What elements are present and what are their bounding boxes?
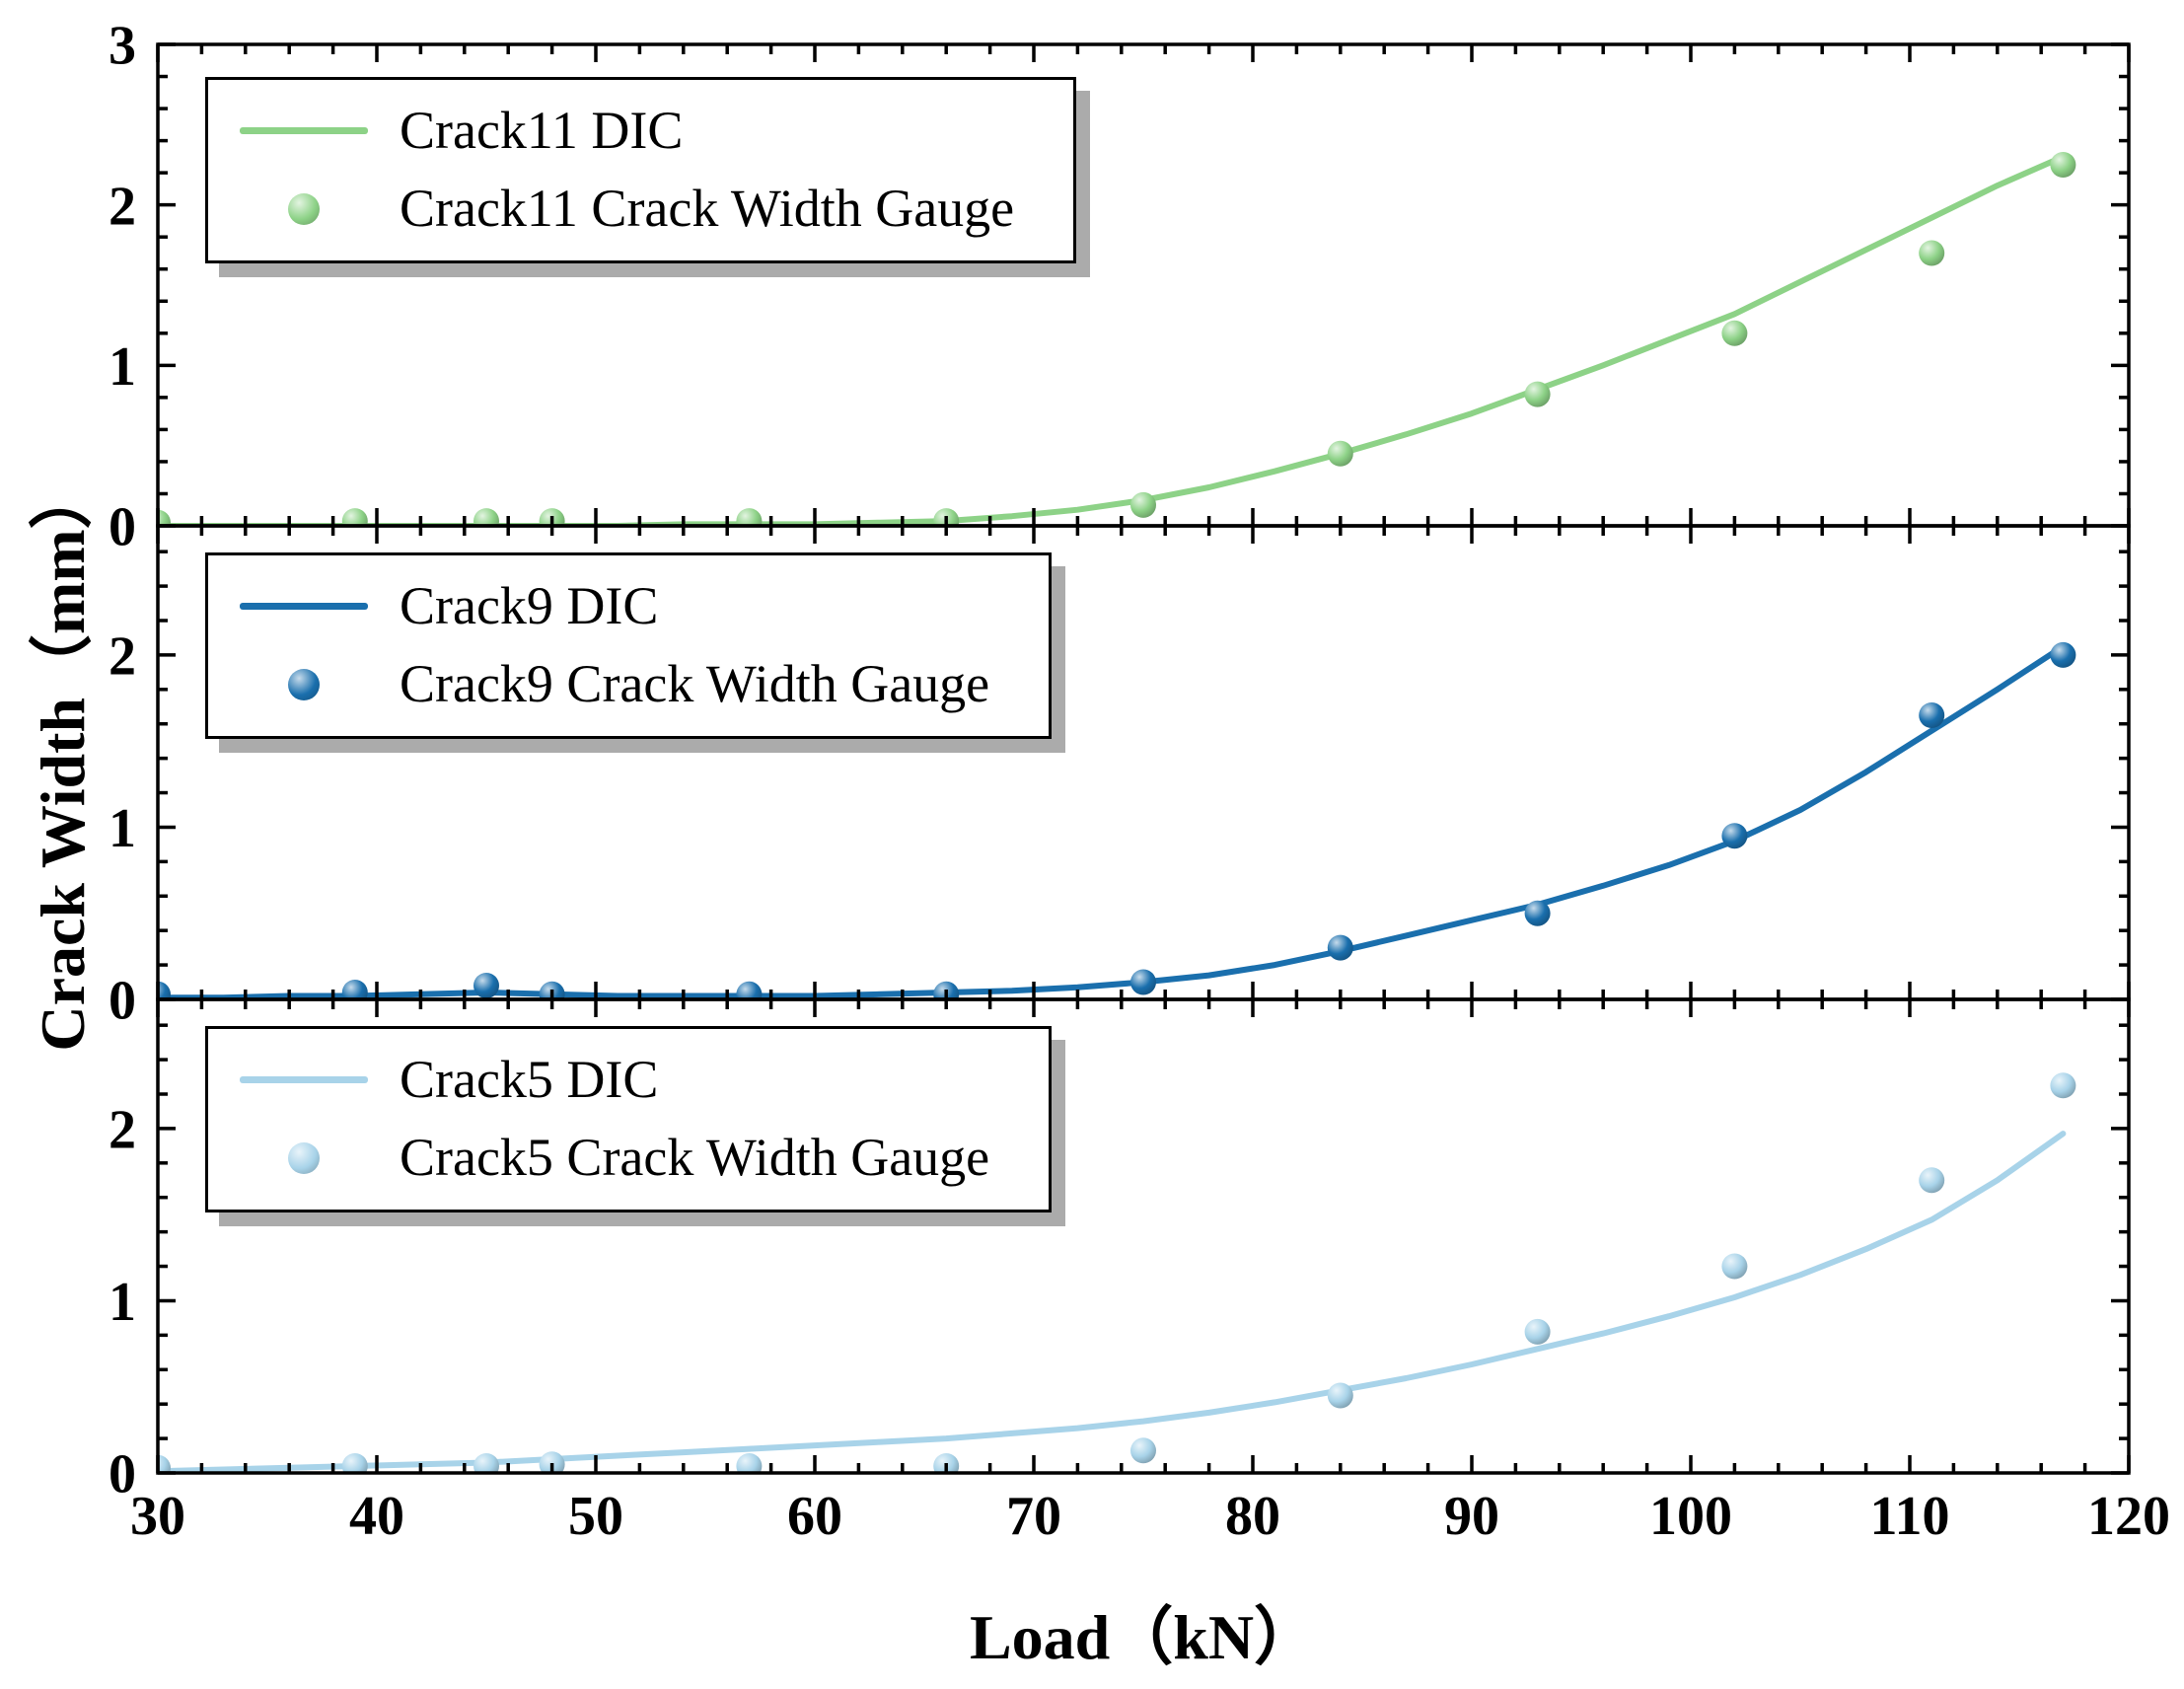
crack11-gauge-point bbox=[1524, 381, 1551, 407]
legend-label-crack11-gauge: Crack11 Crack Width Gauge bbox=[400, 179, 1015, 239]
svg-text:0: 0 bbox=[109, 1444, 136, 1505]
crack11-gauge-point bbox=[1327, 440, 1353, 467]
svg-text:70: 70 bbox=[1006, 1486, 1061, 1547]
crack9-gauge-point bbox=[1919, 702, 1945, 728]
y-axis-title: Crack Width（mm） bbox=[28, 466, 98, 1052]
legend-swatch-area bbox=[230, 127, 378, 135]
legend-item-crack11-gauge: Crack11 Crack Width Gauge bbox=[230, 179, 1015, 239]
crack11-gauge-point bbox=[341, 508, 368, 526]
crack9-gauge-point bbox=[473, 973, 499, 998]
crack5-gauge-point bbox=[341, 1453, 368, 1473]
crack11-gauge-point bbox=[1130, 491, 1156, 518]
crack5-gauge-point bbox=[1721, 1253, 1748, 1280]
crack5-gauge-point bbox=[2050, 1072, 2076, 1099]
svg-text:2: 2 bbox=[109, 1100, 136, 1161]
svg-text:1: 1 bbox=[109, 1272, 136, 1333]
crack11-gauge-point bbox=[1919, 240, 1945, 266]
legend-crack9: Crack9 DIC Crack9 Crack Width Gauge bbox=[205, 552, 1053, 739]
legend-item-crack5-gauge: Crack5 Crack Width Gauge bbox=[230, 1128, 990, 1188]
crack5-gauge-point bbox=[1919, 1167, 1945, 1194]
legend-line-swatch bbox=[240, 603, 368, 611]
crack5-gauge-point bbox=[158, 1454, 171, 1473]
legend-label-crack5-gauge: Crack5 Crack Width Gauge bbox=[400, 1128, 990, 1188]
crack5-gauge-point bbox=[1130, 1437, 1156, 1464]
legend-swatch-area bbox=[230, 1076, 378, 1084]
crack9-gauge-point bbox=[341, 980, 368, 999]
crack11-gauge-point bbox=[736, 508, 763, 526]
crack11-gauge-point bbox=[473, 508, 499, 526]
svg-text:60: 60 bbox=[787, 1486, 842, 1547]
subplot-crack5-data bbox=[158, 1072, 2076, 1473]
svg-text:0: 0 bbox=[109, 971, 136, 1032]
subplot-crack9-data bbox=[158, 641, 2076, 999]
legend-label-crack9-dic: Crack9 DIC bbox=[400, 576, 659, 635]
legend-marker-swatch bbox=[288, 1142, 320, 1175]
crack9-gauge-point bbox=[1327, 934, 1353, 961]
legend-label-crack5-dic: Crack5 DIC bbox=[400, 1050, 659, 1109]
legend-swatch-area bbox=[230, 603, 378, 611]
legend-marker-swatch bbox=[288, 669, 320, 701]
crack9-gauge-point bbox=[1524, 900, 1551, 926]
legend-item-crack11-dic: Crack11 DIC bbox=[230, 101, 1014, 160]
subplot-crack5-axes: 0 1 2 bbox=[109, 997, 2131, 1505]
svg-text:100: 100 bbox=[1649, 1486, 1732, 1547]
x-tick-labels: 30 40 50 60 70 80 90 100 110 120 bbox=[130, 1486, 2170, 1547]
crack11-gauge-point bbox=[1721, 320, 1748, 346]
crack5-gauge-point bbox=[736, 1453, 763, 1473]
crack9-gauge-point bbox=[158, 981, 171, 999]
svg-text:1: 1 bbox=[109, 798, 136, 859]
x-axis-title: Load（kN） bbox=[969, 1602, 1318, 1672]
crack9-gauge-point bbox=[2050, 641, 2076, 668]
legend-swatch-area bbox=[230, 193, 378, 226]
crack9-gauge-point bbox=[1721, 823, 1748, 849]
svg-text:0: 0 bbox=[109, 497, 136, 558]
legend-item-crack9-gauge: Crack9 Crack Width Gauge bbox=[230, 654, 990, 714]
subplot-crack11-data bbox=[158, 152, 2076, 526]
svg-text:80: 80 bbox=[1225, 1486, 1280, 1547]
crack9-gauge-point bbox=[736, 981, 763, 999]
legend-label-crack9-gauge: Crack9 Crack Width Gauge bbox=[400, 654, 990, 714]
svg-text:2: 2 bbox=[109, 626, 136, 688]
svg-text:110: 110 bbox=[1870, 1486, 1950, 1547]
crack5-gauge-point bbox=[1524, 1318, 1551, 1345]
svg-text:120: 120 bbox=[2087, 1486, 2170, 1547]
legend-swatch-area bbox=[230, 1142, 378, 1175]
svg-text:90: 90 bbox=[1444, 1486, 1499, 1547]
crack11-gauge-point bbox=[2050, 152, 2076, 178]
legend-item-crack9-dic: Crack9 DIC bbox=[230, 576, 989, 635]
svg-text:30: 30 bbox=[130, 1486, 185, 1547]
crack11-gauge-point bbox=[158, 509, 171, 526]
svg-text:2: 2 bbox=[109, 176, 136, 237]
crack9-gauge-point bbox=[1130, 969, 1156, 995]
legend-line-swatch bbox=[240, 127, 368, 135]
svg-text:3: 3 bbox=[109, 16, 136, 77]
crack11-dic-line bbox=[158, 153, 2067, 526]
legend-crack5: Crack5 DIC Crack5 Crack Width Gauge bbox=[205, 1026, 1053, 1212]
svg-text:40: 40 bbox=[349, 1486, 404, 1547]
legend-crack11: Crack11 DIC Crack11 Crack Width Gauge bbox=[205, 77, 1077, 263]
legend-marker-swatch bbox=[288, 193, 320, 226]
legend-label-crack11-dic: Crack11 DIC bbox=[400, 101, 684, 160]
legend-item-crack5-dic: Crack5 DIC bbox=[230, 1050, 989, 1109]
svg-text:50: 50 bbox=[568, 1486, 623, 1547]
crack5-gauge-point bbox=[473, 1453, 499, 1473]
crack5-gauge-point bbox=[539, 1451, 565, 1473]
legend-swatch-area bbox=[230, 669, 378, 701]
svg-text:1: 1 bbox=[109, 336, 136, 398]
crack5-gauge-point bbox=[1327, 1382, 1353, 1409]
legend-line-swatch bbox=[240, 1076, 368, 1084]
